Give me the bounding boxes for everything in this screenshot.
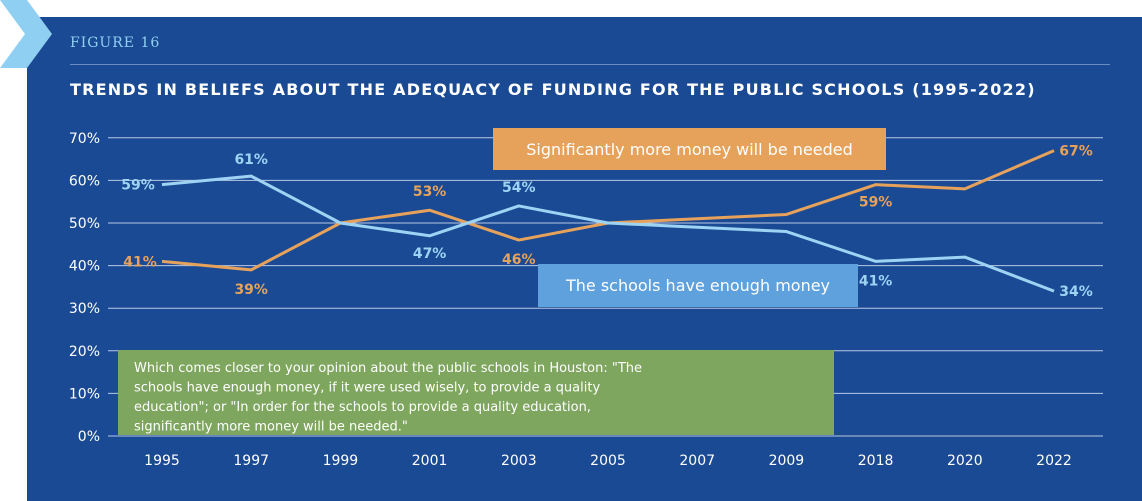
y-tick-label: 60% (69, 173, 100, 189)
more-money-data-label: 67% (1059, 144, 1093, 160)
x-tick-label: 2022 (1036, 453, 1072, 469)
y-tick-label: 30% (69, 301, 100, 317)
enough-money-label-box (538, 264, 858, 307)
enough-money-data-label: 59% (121, 178, 155, 194)
x-tick-labels: 1995 1997 1999 2001 2003 2005 2007 2009 2018 2020… (144, 453, 1072, 469)
x-tick-label: 1999 (323, 453, 359, 469)
x-tick-label: 2001 (412, 453, 448, 469)
question-note-line: Which comes closer to your opinion about… (134, 361, 642, 376)
enough-money-data-label: 41% (859, 273, 893, 289)
enough-money-data-label: 61% (234, 152, 268, 168)
chart-title: TRENDS IN BELIEFS ABOUT THE ADEQUACY OF … (70, 80, 1036, 99)
question-note-line: education"; or "In order for the schools… (134, 400, 591, 415)
enough-money-line (161, 174, 1055, 293)
x-tick-label: 2009 (769, 453, 805, 469)
y-tick-label: 70% (69, 131, 100, 147)
x-tick-label: 2005 (590, 453, 626, 469)
y-tick-labels: 0% 10% 20% 30% 40% 50% 60% 70% (69, 131, 100, 445)
more-money-label-box (493, 128, 886, 170)
chevron-icon (0, 0, 52, 68)
enough-money-data-label: 54% (502, 180, 536, 196)
y-tick-label: 20% (69, 344, 100, 360)
figure-label: FIGURE 16 (70, 35, 161, 51)
y-tick-label: 50% (69, 216, 100, 232)
enough-money-series-label: The schools have enough money (565, 276, 830, 295)
x-tick-label: 2018 (858, 453, 894, 469)
enough-money-data-label: 47% (413, 246, 447, 262)
x-tick-label: 1997 (233, 453, 269, 469)
more-money-data-label: 53% (413, 184, 447, 200)
y-tick-label: 0% (78, 429, 100, 445)
question-note-box (118, 350, 834, 435)
y-tick-label: 10% (69, 386, 100, 402)
x-tick-label: 2020 (947, 453, 983, 469)
x-tick-label: 2003 (501, 453, 537, 469)
x-tick-label: 1995 (144, 453, 180, 469)
question-note-line: significantly more money will be needed.… (134, 420, 408, 435)
more-money-data-label: 39% (234, 282, 268, 298)
more-money-data-label: 41% (123, 254, 157, 270)
question-note: Which comes closer to your opinion about… (118, 350, 834, 435)
more-money-data-label: 46% (502, 252, 536, 268)
y-tick-label: 40% (69, 259, 100, 275)
series-labels: Significantly more money will be needed T… (493, 128, 886, 307)
more-money-series-label: Significantly more money will be needed (526, 140, 852, 159)
series-lines (161, 149, 1055, 293)
more-money-data-label: 59% (859, 195, 893, 211)
question-note-line: schools have enough money, if it were us… (134, 381, 600, 396)
enough-money-data-label: 34% (1059, 284, 1093, 300)
data-labels: 41% 39% 53% 46% 59% 67% 59% 61% 47% 54% 41% 34% (121, 144, 1093, 301)
title-divider (70, 64, 1110, 65)
x-tick-label: 2007 (679, 453, 715, 469)
